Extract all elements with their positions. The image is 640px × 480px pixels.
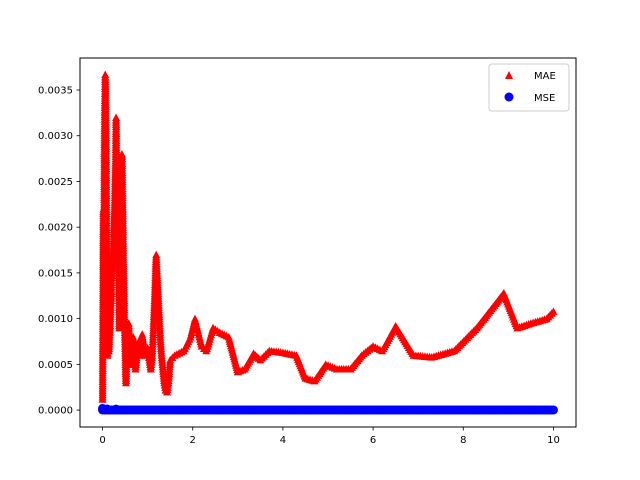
y-tick-label: 0.0005 xyxy=(38,360,73,371)
mse-point xyxy=(102,404,112,414)
x-tick-label: 4 xyxy=(280,435,286,446)
y-tick-label: 0.0010 xyxy=(38,314,73,325)
marks-layer xyxy=(98,70,558,415)
x-tick-label: 10 xyxy=(547,435,560,446)
plot-frame xyxy=(79,57,577,428)
y-axis: 0.0000 0.0005 0.0010 0.0015 0.0020 0.0025 0.00… xyxy=(38,86,80,417)
y-tick-label: 0.0020 xyxy=(38,223,73,234)
y-tick-label: 0.0025 xyxy=(38,177,73,188)
mse-point xyxy=(111,404,121,414)
mse-point xyxy=(548,405,558,415)
y-tick-label: 0.0030 xyxy=(38,131,73,142)
y-tick-label: 0.0000 xyxy=(38,406,73,417)
x-tick-label: 2 xyxy=(190,435,196,446)
x-tick-label: 8 xyxy=(460,435,466,446)
legend-mae-marker xyxy=(505,71,513,79)
legend-mse-label: MSE xyxy=(534,93,555,104)
x-tick-label: 6 xyxy=(370,435,376,446)
legend: MAE MSE xyxy=(488,63,570,112)
x-axis: 0 2 4 6 8 10 xyxy=(99,427,560,446)
legend-mae-label: MAE xyxy=(534,71,556,82)
legend-mse-marker xyxy=(504,92,514,102)
y-tick-label: 0.0035 xyxy=(38,86,73,97)
mae-point xyxy=(549,307,558,315)
legend-box xyxy=(488,63,570,112)
y-tick-label: 0.0015 xyxy=(38,268,73,279)
x-tick-label: 0 xyxy=(99,435,105,446)
